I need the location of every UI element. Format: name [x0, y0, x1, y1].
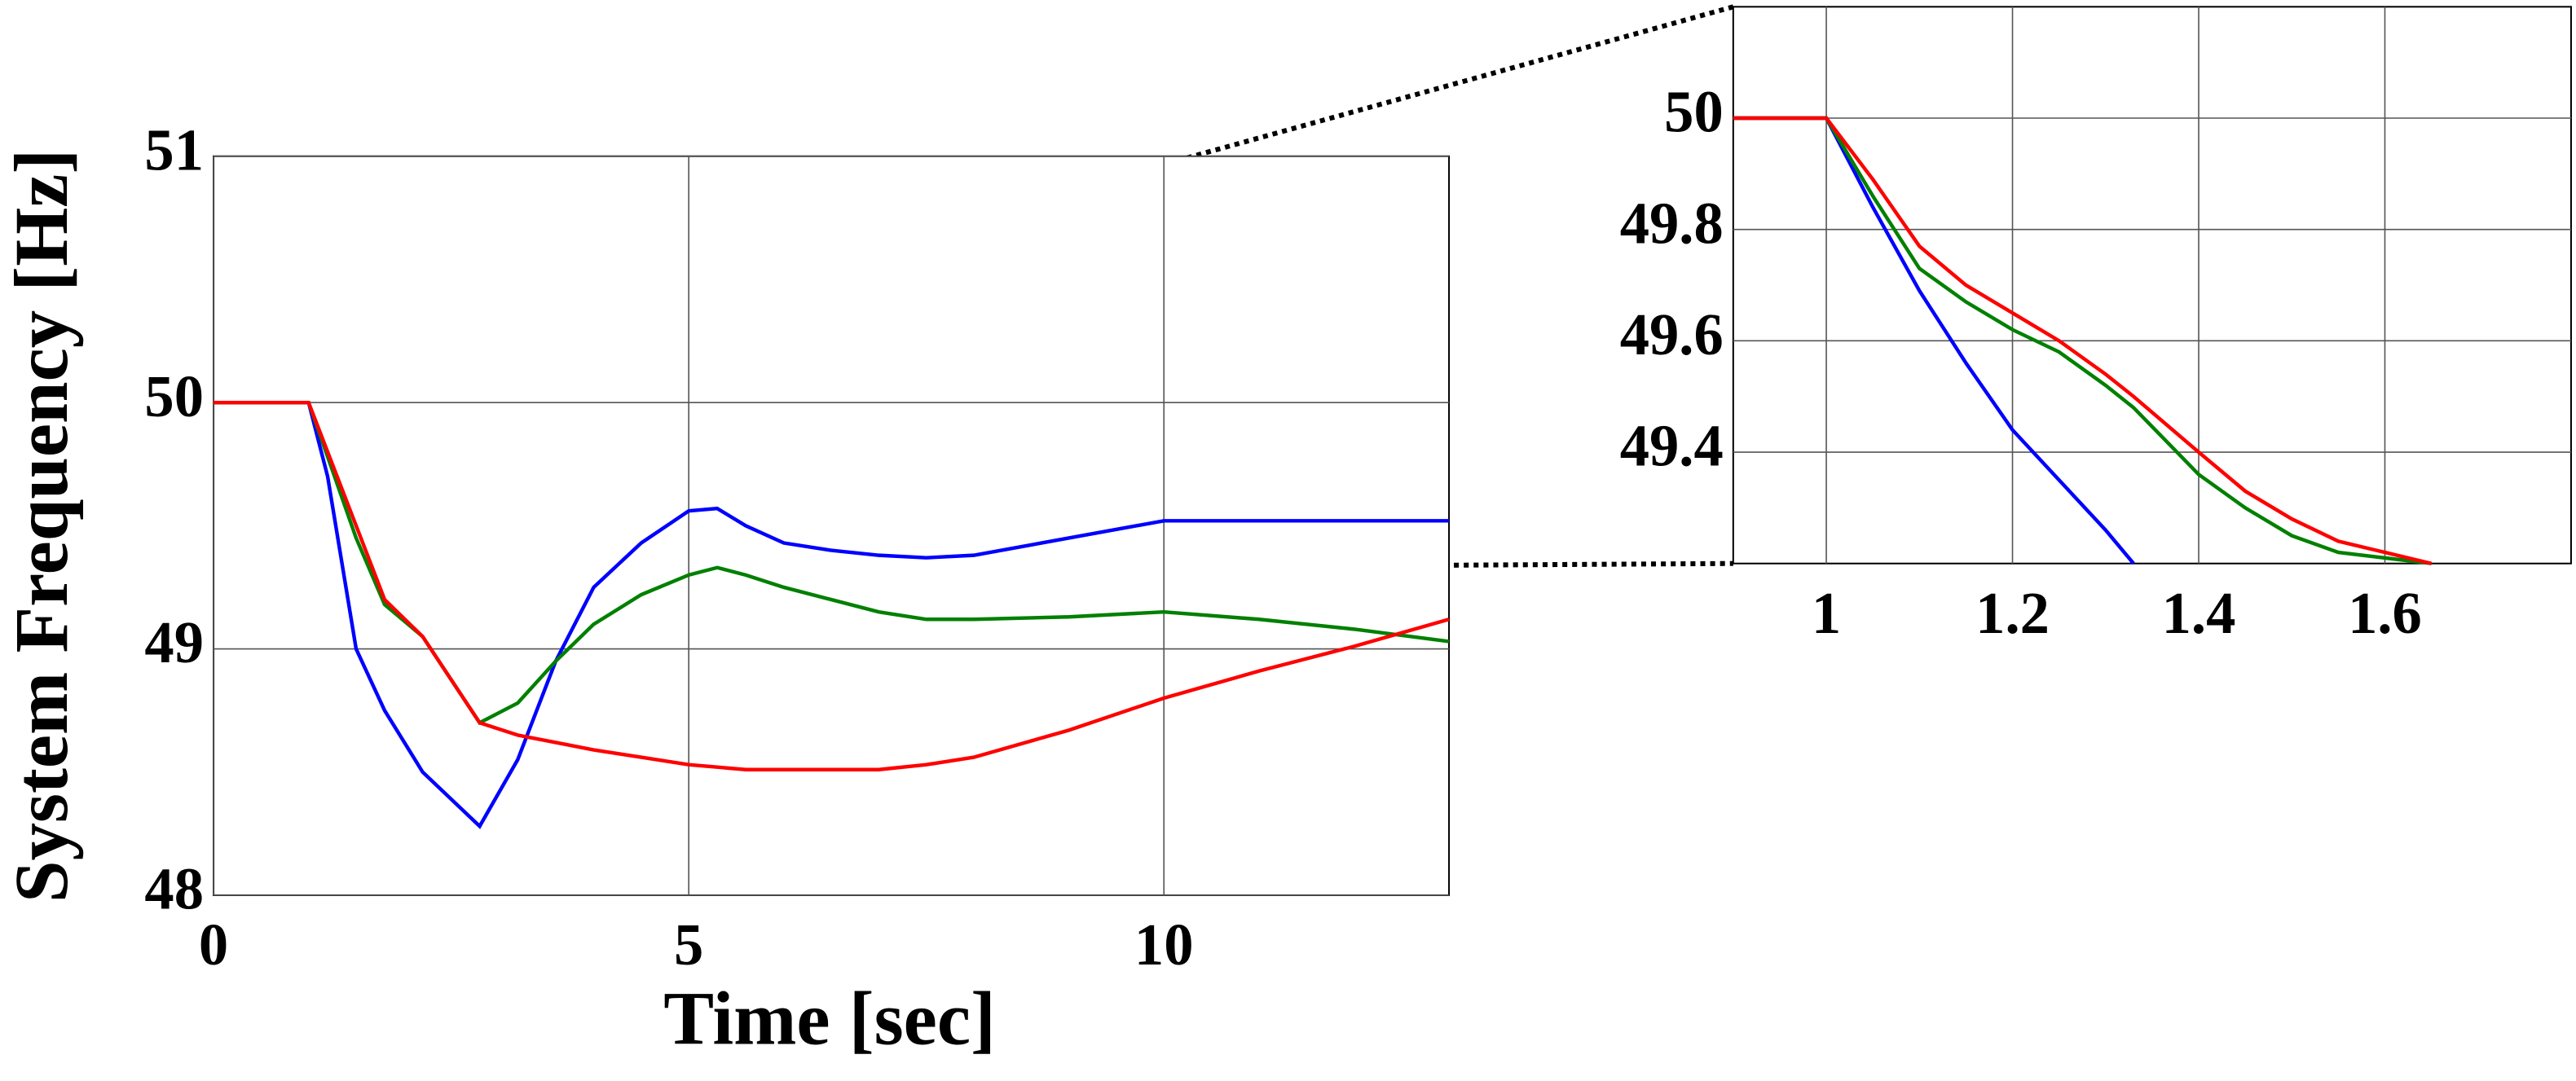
y-tick-label: 51 [144, 116, 204, 182]
data-line [1733, 116, 2432, 565]
y-tick-label: 50 [144, 363, 204, 429]
data-line [214, 400, 1450, 829]
x-tick-label: 1.2 [1975, 580, 2050, 646]
x-tick-label: 1.4 [2162, 580, 2236, 646]
data-line [214, 400, 1450, 771]
y-tick-label: 49.4 [1620, 413, 1724, 479]
x-tick-label: 10 [1134, 912, 1194, 978]
zoom-connector [379, 560, 1733, 574]
x-tick-label: 1.6 [2348, 580, 2422, 646]
x-axis-label: Time [sec] [663, 978, 996, 1061]
data-line [214, 400, 1450, 726]
x-tick-label: 0 [199, 912, 228, 978]
data-line [1733, 116, 2433, 565]
data-line [1733, 116, 2135, 565]
y-tick-label: 49 [144, 609, 204, 675]
x-tick-label: 5 [674, 912, 703, 978]
plot-area [213, 155, 1451, 896]
y-tick-label: 48 [144, 856, 204, 922]
x-tick-label: 1 [1812, 580, 1841, 646]
y-axis-label: System Frequency [Hz] [0, 149, 84, 903]
y-tick-label: 49.6 [1620, 301, 1724, 367]
y-tick-label: 49.8 [1620, 190, 1724, 256]
y-tick-label: 50 [1664, 79, 1724, 145]
plot-area [1732, 6, 2572, 565]
